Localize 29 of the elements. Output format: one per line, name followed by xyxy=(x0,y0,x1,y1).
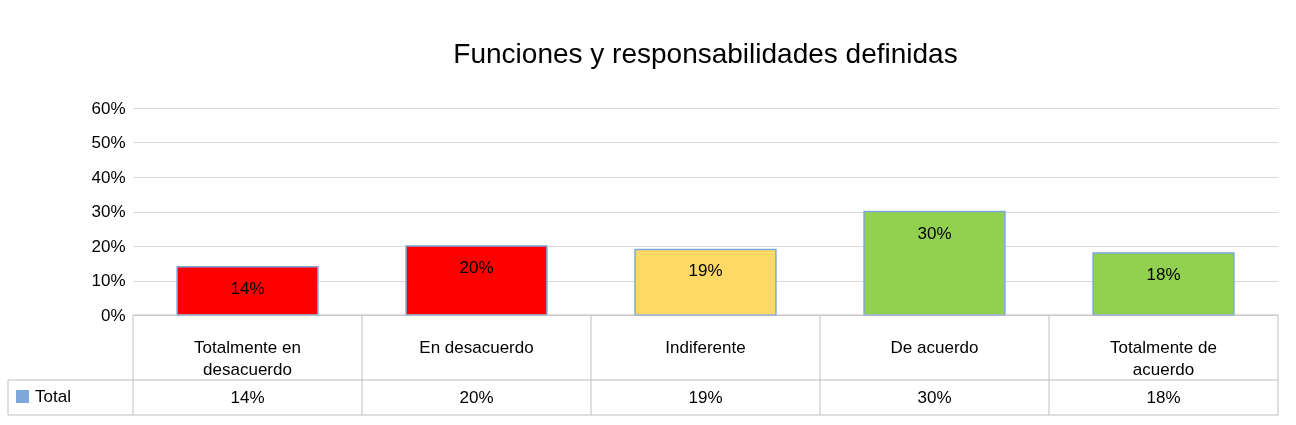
bar xyxy=(1092,252,1235,316)
data-label: 19% xyxy=(688,387,723,407)
x-tick-label: En desacuerdo xyxy=(419,337,534,357)
bar xyxy=(405,245,548,316)
data-label: 14% xyxy=(230,387,265,407)
y-tick-label: 50% xyxy=(91,133,126,152)
y-tick-label: 10% xyxy=(91,271,126,290)
data-label: 20% xyxy=(459,387,494,407)
text: 30% xyxy=(917,223,952,243)
y-tick-label: 20% xyxy=(91,236,126,256)
data-label: 30% xyxy=(917,387,952,407)
bar xyxy=(176,265,319,316)
text: 18% xyxy=(1146,264,1181,284)
text: Total xyxy=(35,386,71,406)
text: 19% xyxy=(688,261,723,281)
text: 14% xyxy=(230,278,265,298)
x-tick-label: Indiferente xyxy=(665,337,746,357)
text: 20% xyxy=(459,258,494,277)
x-tick-label: Totalmente en desacuerdo xyxy=(194,337,301,379)
x-tick-label: De acuerdo xyxy=(890,337,979,357)
y-tick-label: 60% xyxy=(91,98,126,118)
bar xyxy=(863,210,1006,316)
bar xyxy=(634,248,777,316)
chart-title: Funciones y responsabilidades definidas xyxy=(453,38,958,69)
y-tick-label: 30% xyxy=(91,202,126,221)
y-tick-label: 0% xyxy=(100,305,126,325)
data-label: 18% xyxy=(1146,387,1181,407)
y-tick-label: 40% xyxy=(91,167,126,187)
x-tick-label: Totalmente de acuerdo xyxy=(1110,337,1217,379)
